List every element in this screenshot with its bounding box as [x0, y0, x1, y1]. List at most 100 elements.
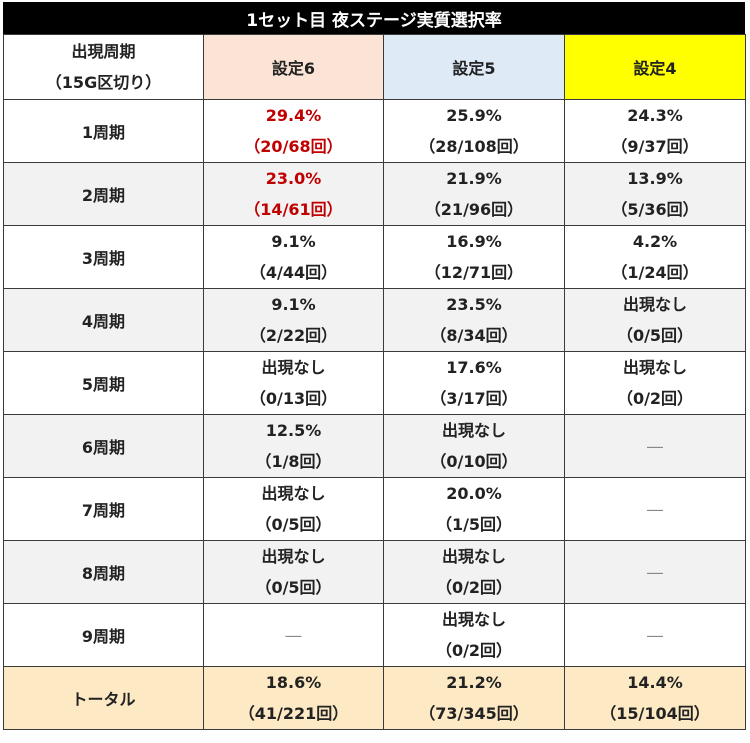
- row-label: 4周期: [3, 288, 204, 352]
- dash-placeholder: ―: [647, 562, 663, 582]
- table-row: 8周期 出現なし （0/5回） 出現なし （0/2回） ―: [3, 540, 746, 604]
- header-setting5: 設定5: [383, 34, 565, 100]
- table-title: 1セット目 夜ステージ実質選択率: [3, 2, 745, 34]
- count-value: （73/345回）: [419, 704, 529, 723]
- header-cycle-label: 出現周期: [71, 42, 136, 61]
- count-value: （0/2回）: [435, 641, 513, 660]
- table-row: 4周期 9.1% （2/22回） 23.5% （8/34回） 出現なし （0/5…: [3, 288, 746, 352]
- cell-setting6: 9.1% （2/22回）: [203, 288, 384, 352]
- cell-setting6: 出現なし （0/5回）: [203, 477, 384, 541]
- count-value: （0/2回）: [616, 389, 694, 408]
- row-label: 8周期: [3, 540, 204, 604]
- cell-setting5: 23.5% （8/34回）: [383, 288, 565, 352]
- cell-setting4: ―: [564, 603, 746, 667]
- table-row: 3周期 9.1% （4/44回） 16.9% （12/71回） 4.2% （1/…: [3, 225, 746, 289]
- count-value: （28/108回）: [419, 137, 529, 156]
- rate-value: 出現なし: [622, 358, 687, 377]
- header-cycle: 出現周期 （15G区切り）: [3, 34, 204, 100]
- count-value: （0/5回）: [255, 515, 332, 534]
- dash-placeholder: ―: [647, 625, 663, 645]
- row-label: 9周期: [3, 603, 204, 667]
- rate-value: 23.0%: [265, 169, 322, 188]
- cell-setting5: 25.9% （28/108回）: [383, 99, 565, 163]
- count-value: （41/221回）: [238, 704, 349, 723]
- table-row: 9周期 ― 出現なし （0/2回） ―: [3, 603, 746, 667]
- total-label: トータル: [3, 666, 204, 730]
- count-value: （4/44回）: [249, 263, 338, 282]
- cell-setting5: 21.9% （21/96回）: [383, 162, 565, 226]
- rate-value: 出現なし: [261, 547, 326, 566]
- rate-value: 出現なし: [441, 421, 506, 440]
- dash-placeholder: ―: [647, 436, 663, 456]
- table-row: 2周期 23.0% （14/61回） 21.9% （21/96回） 13.9% …: [3, 162, 746, 226]
- cell-setting4: 24.3% （9/37回）: [564, 99, 746, 163]
- row-label: 5周期: [3, 351, 204, 415]
- cell-setting4: ―: [564, 540, 746, 604]
- cell-setting4: 13.9% （5/36回）: [564, 162, 746, 226]
- cell-setting5: 出現なし （0/10回）: [383, 414, 565, 478]
- count-value: （1/8回）: [255, 452, 332, 471]
- count-value: （20/68回）: [244, 137, 343, 156]
- count-value: （12/71回）: [424, 263, 524, 282]
- row-label: 6周期: [3, 414, 204, 478]
- count-value: （9/37回）: [611, 137, 699, 156]
- cell-setting4: 出現なし （0/5回）: [564, 288, 746, 352]
- header-setting6: 設定6: [203, 34, 384, 100]
- cell-setting6: 出現なし （0/5回）: [203, 540, 384, 604]
- count-value: （21/96回）: [424, 200, 524, 219]
- cell-setting6: 29.4% （20/68回）: [203, 99, 384, 163]
- table-row: 1周期 29.4% （20/68回） 25.9% （28/108回） 24.3%…: [3, 99, 746, 163]
- dash-placeholder: ―: [285, 625, 302, 645]
- count-value: （8/34回）: [430, 326, 518, 345]
- count-value: （0/13回）: [249, 389, 338, 408]
- total-setting6: 18.6% （41/221回）: [203, 666, 384, 730]
- rate-value: 12.5%: [265, 421, 322, 440]
- rate-value: 21.9%: [446, 169, 502, 188]
- count-value: （5/36回）: [611, 200, 699, 219]
- count-value: （2/22回）: [249, 326, 338, 345]
- rate-value: 4.2%: [632, 232, 678, 251]
- cell-setting5: 17.6% （3/17回）: [383, 351, 565, 415]
- count-value: （0/5回）: [616, 326, 694, 345]
- rate-value: 16.9%: [446, 232, 502, 251]
- row-label: 3周期: [3, 225, 204, 289]
- header-setting4: 設定4: [564, 34, 746, 100]
- rate-value: 出現なし: [261, 358, 326, 377]
- rate-value: 出現なし: [261, 484, 326, 503]
- cell-setting4: 出現なし （0/2回）: [564, 351, 746, 415]
- total-setting5: 21.2% （73/345回）: [383, 666, 565, 730]
- count-value: （14/61回）: [244, 200, 343, 219]
- table-row: 6周期 12.5% （1/8回） 出現なし （0/10回） ―: [3, 414, 746, 478]
- cell-setting6: 9.1% （4/44回）: [203, 225, 384, 289]
- cell-setting6: ―: [203, 603, 384, 667]
- selection-rate-table: 出現周期 （15G区切り） 設定6 設定5 設定4 1周期 29.4% （20/…: [3, 34, 746, 730]
- cell-setting4: ―: [564, 477, 746, 541]
- cell-setting4: ―: [564, 414, 746, 478]
- row-label: 1周期: [3, 99, 204, 163]
- cell-setting6: 12.5% （1/8回）: [203, 414, 384, 478]
- header-cycle-note: （15G区切り）: [45, 73, 162, 92]
- dash-placeholder: ―: [647, 499, 663, 519]
- header-row: 出現周期 （15G区切り） 設定6 設定5 設定4: [3, 34, 746, 100]
- cell-setting5: 16.9% （12/71回）: [383, 225, 565, 289]
- count-value: （0/2回）: [435, 578, 513, 597]
- rate-value: 9.1%: [271, 232, 316, 251]
- cell-setting5: 出現なし （0/2回）: [383, 603, 565, 667]
- rate-value: 14.4%: [627, 673, 683, 692]
- cell-setting6: 出現なし （0/13回）: [203, 351, 384, 415]
- total-setting4: 14.4% （15/104回）: [564, 666, 746, 730]
- table-row: 7周期 出現なし （0/5回） 20.0% （1/5回） ―: [3, 477, 746, 541]
- cell-setting6: 23.0% （14/61回）: [203, 162, 384, 226]
- count-value: （15/104回）: [600, 704, 710, 723]
- rate-value: 出現なし: [441, 610, 506, 629]
- rate-value: 20.0%: [446, 484, 502, 503]
- cell-setting4: 4.2% （1/24回）: [564, 225, 746, 289]
- cell-setting5: 20.0% （1/5回）: [383, 477, 565, 541]
- rate-value: 9.1%: [271, 295, 316, 314]
- count-value: （0/5回）: [255, 578, 332, 597]
- rate-value: 24.3%: [627, 106, 683, 125]
- row-label: 2周期: [3, 162, 204, 226]
- count-value: （0/10回）: [430, 452, 518, 471]
- rate-value: 29.4%: [265, 106, 322, 125]
- rate-value: 18.6%: [265, 673, 322, 692]
